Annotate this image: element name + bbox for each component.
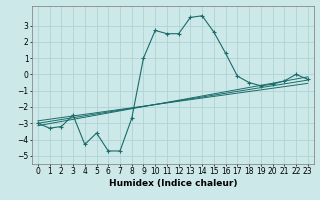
X-axis label: Humidex (Indice chaleur): Humidex (Indice chaleur) — [108, 179, 237, 188]
